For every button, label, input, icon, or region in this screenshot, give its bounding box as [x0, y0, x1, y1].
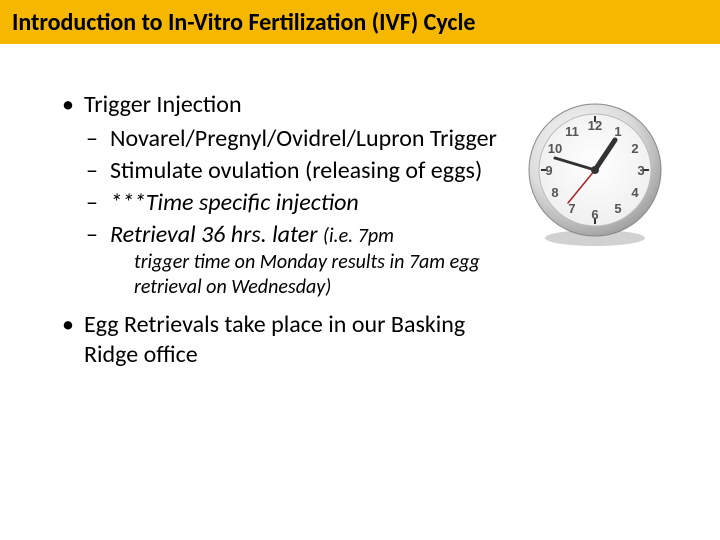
clock-number: 7 — [568, 201, 575, 216]
clock-number: 4 — [631, 185, 639, 200]
clock-icon: 12 1 2 3 4 5 6 7 8 9 10 11 — [520, 98, 670, 248]
sub-bullet-item: Retrieval 36 hrs. later (i.e. 7pm — [84, 220, 500, 250]
page-title: Introduction to In-Vitro Fertilization (… — [12, 8, 475, 37]
bullet-item: Trigger Injection Novarel/Pregnyl/Ovidre… — [60, 90, 500, 300]
note-text: trigger time on Monday results in 7am eg… — [84, 250, 500, 300]
sub-bullet-text: ***Time specific injection — [110, 188, 359, 217]
inline-note: (i.e. 7pm — [323, 224, 394, 248]
text-column: Trigger Injection Novarel/Pregnyl/Ovidre… — [60, 90, 500, 378]
content-area: Trigger Injection Novarel/Pregnyl/Ovidre… — [0, 44, 720, 378]
clock-column: 12 1 2 3 4 5 6 7 8 9 10 11 — [500, 90, 680, 378]
bullet-text: Egg Retrievals take place in our Basking… — [84, 310, 465, 369]
sub-bullet-text: Novarel/Pregnyl/Ovidrel/Lupron Trigger — [110, 124, 497, 153]
clock-number: 6 — [591, 207, 598, 222]
clock-number: 1 — [614, 124, 621, 139]
header-bar: Introduction to In-Vitro Fertilization (… — [0, 0, 720, 44]
clock-number: 10 — [548, 141, 562, 156]
clock-number: 2 — [631, 141, 638, 156]
clock-number: 5 — [614, 201, 621, 216]
sub-bullet-item: Stimulate ovulation (releasing of eggs) — [84, 156, 500, 186]
sub-bullet-item: ***Time specific injection — [84, 188, 500, 218]
clock-number: 9 — [545, 163, 552, 178]
sub-bullet-item: Novarel/Pregnyl/Ovidrel/Lupron Trigger — [84, 124, 500, 154]
sub-bullet-text: Retrieval 36 hrs. later — [110, 220, 317, 249]
clock-number: 3 — [637, 163, 644, 178]
bullet-list: Trigger Injection Novarel/Pregnyl/Ovidre… — [60, 90, 500, 370]
bullet-text: Trigger Injection — [84, 90, 242, 119]
clock-number: 8 — [551, 185, 558, 200]
sub-bullet-text: Stimulate ovulation (releasing of eggs) — [110, 156, 482, 185]
center-dot — [591, 166, 599, 174]
clock-number: 11 — [565, 124, 579, 139]
sub-bullet-list: Novarel/Pregnyl/Ovidrel/Lupron Trigger S… — [84, 124, 500, 250]
clock-number: 12 — [588, 118, 602, 133]
bullet-item: Egg Retrievals take place in our Basking… — [60, 310, 500, 370]
